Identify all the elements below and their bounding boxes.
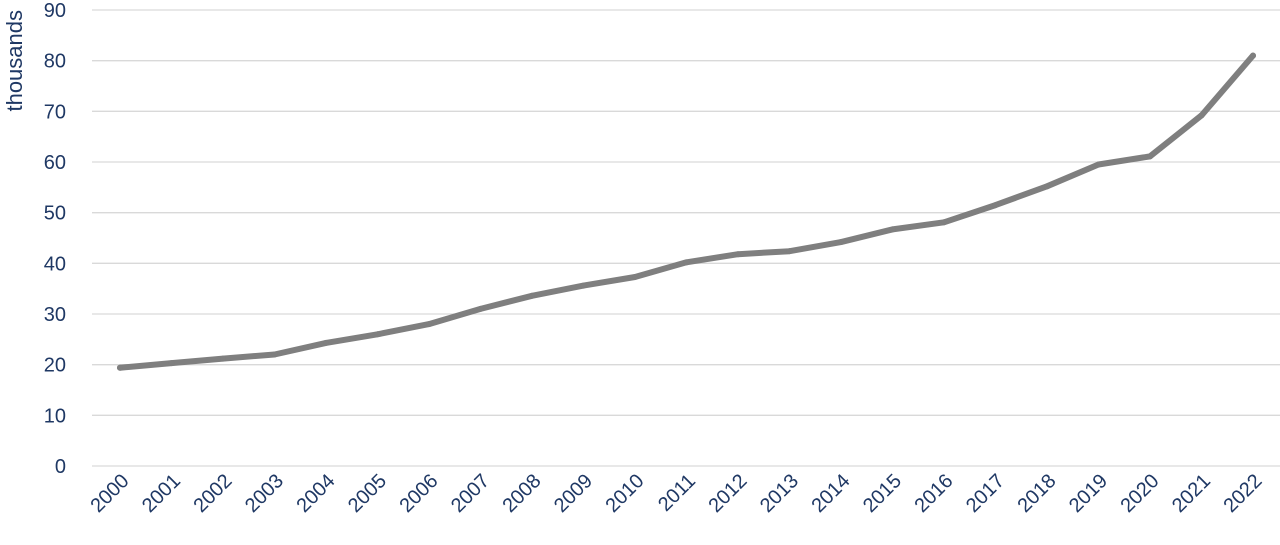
data-point: [529, 292, 535, 299]
data-point: [889, 226, 896, 233]
data-point: [580, 282, 587, 289]
x-tick-label: 2018: [1014, 470, 1061, 517]
data-point: [271, 351, 278, 358]
x-tick-label: 2022: [1220, 470, 1267, 517]
x-tick-label: 2000: [87, 470, 134, 517]
data-point: [838, 239, 844, 246]
y-axis-ticks: 0 10 20 30 40 50 60 70 80 90: [44, 0, 66, 478]
y-tick-label: 60: [44, 152, 66, 174]
data-point: [1147, 153, 1153, 160]
data-point: [632, 274, 638, 281]
x-tick-label: 2003: [241, 470, 288, 517]
x-tick-label: 2017: [962, 470, 1009, 517]
data-point: [168, 360, 175, 367]
data-point: [477, 305, 484, 312]
x-tick-label: 2014: [808, 470, 855, 517]
series-line: [117, 52, 1256, 371]
data-point: [117, 364, 123, 371]
data-point: [786, 248, 793, 255]
x-tick-label: 2019: [1065, 470, 1112, 517]
x-tick-label: 2010: [602, 470, 649, 517]
y-tick-label: 20: [44, 355, 66, 377]
data-point: [1095, 161, 1102, 168]
x-tick-label: 2006: [396, 470, 443, 517]
y-tick-label: 90: [44, 0, 66, 22]
data-point: [735, 251, 741, 258]
x-tick-label: 2005: [344, 470, 391, 517]
y-tick-label: 30: [44, 304, 66, 326]
x-tick-label: 2007: [447, 470, 494, 517]
data-point: [323, 339, 329, 346]
y-tick-label: 0: [55, 456, 66, 478]
y-tick-label: 10: [44, 405, 66, 427]
x-tick-label: 2008: [499, 470, 546, 517]
x-tick-label: 2015: [859, 470, 906, 517]
y-tick-label: 50: [44, 203, 66, 225]
x-tick-label: 2009: [550, 470, 597, 517]
data-point: [374, 331, 381, 338]
data-point: [992, 202, 999, 209]
data-point: [426, 321, 432, 328]
data-point: [1198, 112, 1205, 119]
x-tick-label: 2021: [1168, 470, 1215, 517]
x-tick-label: 2016: [911, 470, 958, 517]
data-point: [941, 219, 947, 226]
x-axis-ticks: 2000 2001 2002 2003 2004 2005 2006 2007 2008 2009…: [87, 470, 1267, 517]
x-tick-label: 2013: [756, 470, 803, 517]
x-tick-label: 2002: [190, 470, 237, 517]
data-point: [683, 259, 690, 266]
series-layer: [117, 52, 1256, 371]
y-tick-label: 80: [44, 51, 66, 73]
y-axis-title: thousands: [2, 10, 27, 112]
y-tick-label: 40: [44, 253, 66, 275]
x-tick-label: 2020: [1117, 470, 1164, 517]
data-point: [220, 355, 226, 362]
y-tick-label: 70: [44, 101, 66, 123]
gridlines: [92, 9, 1280, 467]
data-point: [1044, 183, 1050, 190]
data-point: [1250, 52, 1256, 59]
x-tick-label: 2001: [138, 470, 185, 517]
x-tick-label: 2004: [293, 470, 340, 517]
x-tick-label: 2011: [654, 470, 700, 516]
x-tick-label: 2012: [705, 470, 752, 517]
